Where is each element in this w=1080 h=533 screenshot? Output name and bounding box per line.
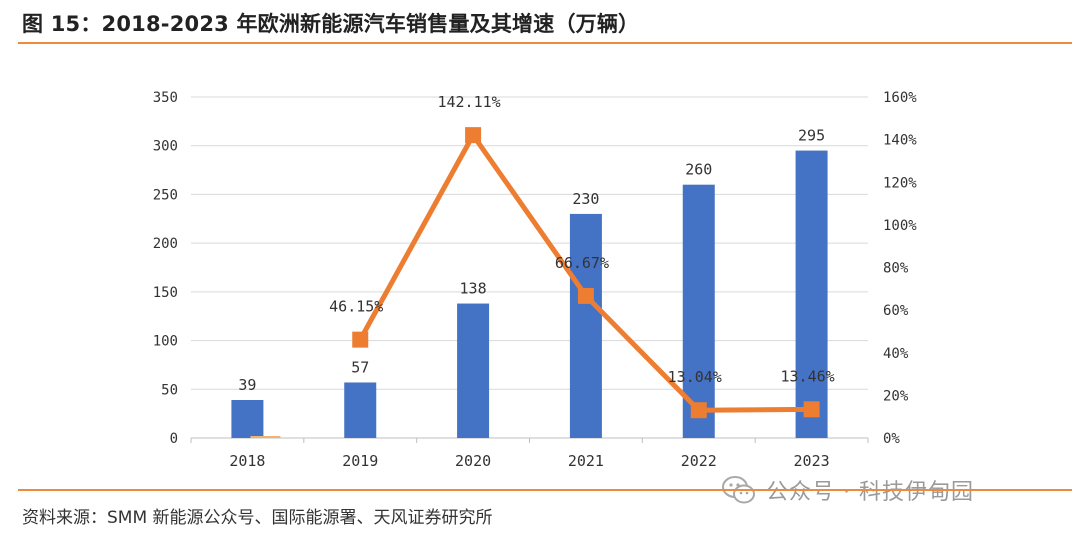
bar-value-label: 138 [460, 280, 487, 298]
bar [569, 213, 602, 438]
line-marker [577, 287, 594, 304]
top-divider [18, 42, 1072, 44]
bar-value-label: 230 [572, 190, 599, 208]
bar-value-label: 57 [351, 358, 369, 376]
y-right-tick-label: 120% [883, 175, 917, 191]
x-tick-label: 2021 [568, 452, 604, 470]
bottom-divider [18, 489, 1072, 491]
source-note: 资料来源：SMM 新能源公众号、国际能源署、天风证券研究所 [22, 508, 493, 528]
bar [795, 150, 828, 439]
x-tick-label: 2019 [342, 452, 378, 470]
line-value-label: 46.15% [329, 298, 383, 316]
bar [344, 382, 377, 438]
y-right-tick-label: 60% [883, 303, 909, 319]
y-left-tick-label: 50 [161, 382, 178, 398]
y-right-tick-label: 80% [883, 261, 909, 277]
y-right-tick-label: 140% [883, 133, 917, 149]
line-value-label: 66.67% [555, 254, 609, 272]
line-marker [803, 401, 820, 418]
x-tick-label: 2018 [229, 452, 265, 470]
y-left-tick-label: 0 [170, 431, 178, 447]
line-value-label: 13.04% [668, 368, 722, 386]
y-right-tick-label: 40% [883, 346, 909, 362]
y-left-tick-label: 150 [153, 285, 178, 301]
line-marker [465, 127, 482, 144]
bar-value-label: 39 [238, 376, 256, 394]
y-left-tick-label: 350 [153, 90, 178, 106]
y-left-tick-label: 250 [153, 187, 178, 203]
line-marker [690, 402, 707, 419]
line-value-label: 13.46% [780, 367, 834, 385]
bar [231, 400, 264, 438]
chart-title: 图 15：2018-2023 年欧洲新能源汽车销售量及其增速（万辆） [22, 12, 640, 36]
line-value-label: 142.11% [437, 93, 500, 111]
y-left-tick-label: 100 [153, 334, 178, 350]
y-right-tick-label: 160% [883, 90, 917, 106]
x-tick-label: 2023 [794, 452, 830, 470]
y-right-tick-label: 0% [883, 431, 900, 447]
y-left-tick-label: 300 [153, 139, 178, 155]
bar-value-label: 260 [685, 161, 712, 179]
line-start-stub [250, 436, 281, 438]
bar [457, 303, 490, 438]
bar-value-label: 295 [798, 127, 825, 145]
line-marker [352, 331, 369, 348]
y-right-tick-label: 100% [883, 218, 917, 234]
bar [682, 184, 715, 438]
x-tick-label: 2020 [455, 452, 491, 470]
y-right-tick-label: 20% [883, 388, 909, 404]
y-left-tick-label: 200 [153, 236, 178, 252]
x-tick-label: 2022 [681, 452, 717, 470]
watermark-text: 公众号 · 科技伊甸园 [766, 480, 974, 505]
